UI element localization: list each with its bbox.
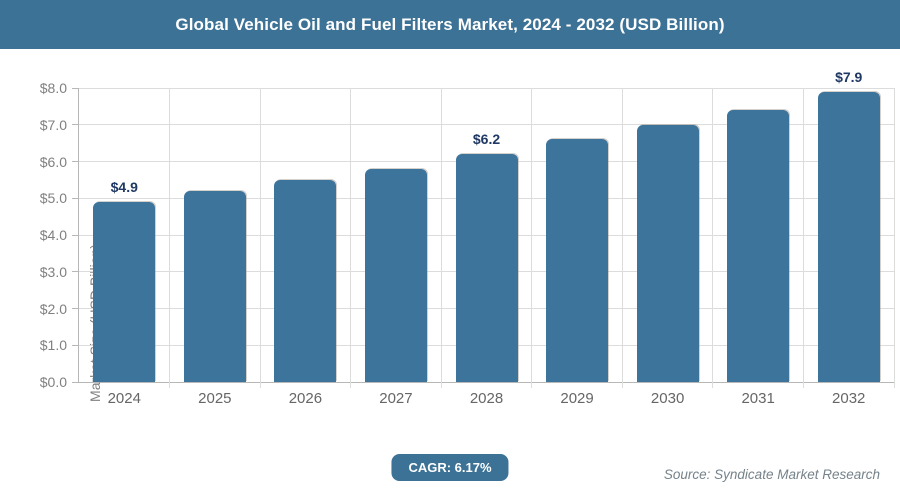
x-axis-label: 2031 (741, 390, 775, 407)
x-axis-label: 2029 (560, 390, 594, 407)
y-tick-label: $3.0 (39, 263, 67, 280)
x-axis-label: 2032 (832, 390, 866, 407)
cagr-badge: CAGR: 6.17% (391, 454, 509, 481)
y-tick-label: $7.0 (39, 116, 67, 133)
y-tick-mark (72, 161, 78, 162)
x-axis-label: 2028 (469, 390, 504, 407)
v-gridline (893, 88, 895, 388)
x-axis-label: 2025 (198, 390, 232, 407)
chart-title-bar: Global Vehicle Oil and Fuel Filters Mark… (0, 0, 900, 49)
y-tick-mark (72, 197, 78, 199)
x-axis-label: 2030 (650, 390, 685, 407)
v-gridline (712, 88, 714, 388)
bar-2029 (546, 139, 609, 382)
v-gridline (802, 88, 804, 388)
y-tick-label: $0.0 (39, 374, 67, 390)
bar-2028 (455, 154, 518, 382)
y-tick-label: $6.0 (39, 153, 67, 170)
plot-area: Market Size (USD Billion) $0.0$1.0$2.0$3… (40, 69, 895, 407)
chart-title: Global Vehicle Oil and Fuel Filters Mark… (175, 14, 725, 34)
source-text: Source: Syndicate Market Research (663, 467, 880, 482)
bar-value-label: $7.9 (835, 68, 863, 85)
x-axis-label: 2026 (288, 390, 323, 407)
v-gridline (169, 88, 171, 388)
x-axis-label: 2024 (107, 390, 141, 407)
y-tick-label: $1.0 (39, 337, 67, 354)
v-gridline (531, 88, 533, 388)
v-gridline (440, 88, 442, 388)
y-tick-mark (72, 124, 78, 126)
bar-2024 (93, 201, 156, 382)
bar-2025 (183, 190, 246, 382)
x-axis-label: 2027 (379, 390, 413, 407)
y-tick-mark (72, 234, 78, 236)
y-tick-mark (72, 381, 78, 383)
y-tick-label: $2.0 (39, 300, 67, 317)
v-gridline (621, 88, 623, 388)
bar-value-label: $6.2 (472, 131, 501, 148)
bar-2030 (636, 124, 699, 382)
bar-2031 (727, 110, 790, 382)
v-gridline (259, 88, 261, 388)
bar-2032 (817, 91, 880, 382)
v-gridline (350, 88, 352, 388)
bar-2026 (274, 179, 337, 382)
y-tick-mark (72, 344, 78, 346)
h-gridline (79, 124, 894, 126)
y-tick-mark (72, 308, 78, 309)
bar-2027 (364, 168, 427, 382)
h-gridline (79, 87, 894, 89)
bar-value-label: $4.9 (110, 178, 138, 195)
y-tick-mark (72, 87, 78, 89)
y-tick-label: $5.0 (39, 190, 67, 207)
y-tick-mark (72, 271, 78, 273)
y-tick-label: $8.0 (39, 80, 67, 96)
y-tick-label: $4.0 (39, 227, 67, 243)
